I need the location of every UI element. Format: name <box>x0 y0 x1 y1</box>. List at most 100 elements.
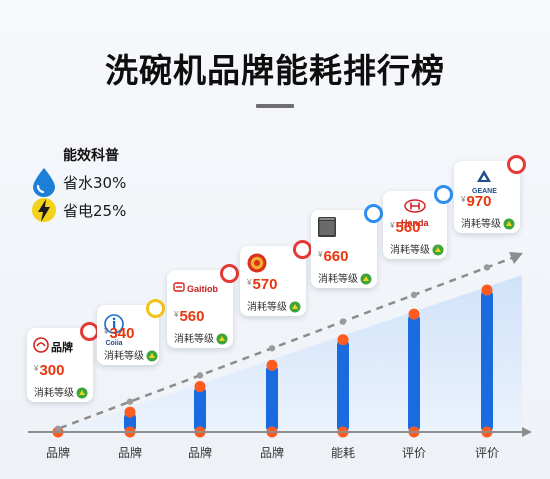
rating-label: 消耗等级 <box>461 215 515 233</box>
trend-point-2 <box>126 398 134 405</box>
rating-label: 消耗等级 <box>34 384 88 402</box>
price-label: ¥660 <box>318 248 348 266</box>
trend-point-5 <box>339 318 347 325</box>
bar-body-5 <box>337 339 349 432</box>
trend-point-6 <box>410 291 418 299</box>
triangle-logo-icon <box>476 169 492 188</box>
energy-rating-icon <box>76 387 88 402</box>
price-label: ¥570 <box>247 276 277 294</box>
currency-symbol: ¥ <box>104 327 109 336</box>
x-tick-label-6: 评价 <box>402 446 426 460</box>
bar-4 <box>266 359 278 438</box>
energy-rating-icon <box>360 273 372 288</box>
brand-name: Gaitiob <box>187 284 218 294</box>
energy-rating-icon <box>503 218 515 233</box>
brand-card-1: 品牌 ¥300 消耗等级 <box>27 322 99 402</box>
brand-logo: Handa <box>401 199 429 228</box>
brand-card-5: ¥660 消耗等级 <box>311 204 383 288</box>
title-underline <box>256 104 294 108</box>
car-logo-icon <box>173 280 185 298</box>
brand-name: Handa <box>401 218 429 228</box>
brand-card-2: Coiia ¥340 消耗等级 <box>97 299 165 365</box>
bar-top-cap-6 <box>408 308 420 320</box>
bar-body-3 <box>194 386 206 432</box>
x-tick-label-1: 品牌 <box>46 446 70 460</box>
currency-symbol: ¥ <box>390 221 395 230</box>
status-badge <box>507 155 526 174</box>
brand-logo <box>317 216 337 243</box>
brand-logo: 品牌 <box>33 336 73 358</box>
legend-label-water: 省水30% <box>63 174 127 192</box>
rating-label: 消耗等级 <box>247 298 301 316</box>
status-badge <box>364 204 383 223</box>
legend: 能效科普 省水30% 省电25% <box>30 145 180 225</box>
brand-logo: GEANE <box>472 169 497 195</box>
x-tick-label-7: 评价 <box>475 446 499 460</box>
currency-symbol: ¥ <box>34 364 39 373</box>
brand-logo: Gaitiob <box>173 278 218 300</box>
currency-symbol: ¥ <box>174 310 179 319</box>
bar-body-2 <box>124 412 136 432</box>
x-tick-label-2: 品牌 <box>118 446 142 460</box>
status-badge <box>293 240 312 259</box>
brand-name: GEANE <box>472 188 497 195</box>
trend-point-3 <box>196 372 204 379</box>
chart-title: 洗碗机品牌能耗排行榜 <box>105 51 445 90</box>
brand-card-7: GEANE ¥970 消耗等级 <box>454 155 526 233</box>
brand-logo: Coiia <box>103 313 125 347</box>
legend-item-electric: 省电25% <box>30 195 180 225</box>
brand-logo <box>246 252 268 279</box>
bar-body-4 <box>266 365 278 432</box>
currency-symbol: ¥ <box>247 278 252 287</box>
status-badge <box>434 185 453 204</box>
legend-label-electric: 省电25% <box>63 202 127 220</box>
energy-rating-icon <box>432 244 444 259</box>
energy-rating-icon <box>146 350 158 365</box>
price-value: 560 <box>179 308 205 325</box>
trend-point-7 <box>483 264 491 271</box>
price-label: ¥970 <box>461 193 491 211</box>
h-logo-icon <box>404 199 426 218</box>
bar-top-cap-5 <box>337 334 349 346</box>
circle-i-logo-icon <box>103 313 125 340</box>
legend-item-water: 省水30% <box>30 167 180 197</box>
status-badge <box>220 264 239 283</box>
rating-label: 消耗等级 <box>104 347 158 365</box>
trend-area <box>58 275 522 432</box>
currency-symbol: ¥ <box>461 195 466 204</box>
bar-top-cap-2 <box>124 406 136 418</box>
energy-rating-icon <box>216 333 228 348</box>
x-tick-label-5: 能耗 <box>331 446 355 460</box>
x-tick-label-3: 品牌 <box>188 446 212 460</box>
brand-card-6: Handa ¥560 消耗等级 <box>383 185 453 259</box>
bar-body-7 <box>481 290 493 432</box>
rating-label: 消耗等级 <box>174 330 228 348</box>
rating-text: 消耗等级 <box>390 245 430 256</box>
trend-point-4 <box>268 345 276 352</box>
price-label: ¥560 <box>174 308 204 326</box>
seal-logo-icon <box>246 252 268 279</box>
water-drop-icon <box>33 168 55 197</box>
bar-body-6 <box>408 314 420 432</box>
bar-top-cap-4 <box>266 359 278 371</box>
rating-text: 消耗等级 <box>247 302 287 313</box>
brand-logo-icon <box>33 336 49 358</box>
bar-3 <box>194 381 206 438</box>
price-value: 300 <box>39 362 65 379</box>
rating-text: 消耗等级 <box>34 388 74 399</box>
rating-label: 消耗等级 <box>318 270 372 288</box>
price-label: ¥560 <box>390 219 420 237</box>
trend-point-1 <box>54 425 62 432</box>
legend-title: 能效科普 <box>63 148 119 164</box>
rating-label: 消耗等级 <box>390 241 444 259</box>
dishwasher-icon <box>317 216 337 243</box>
brand-name: 品牌 <box>51 342 73 354</box>
price-value: 970 <box>466 193 492 210</box>
bar-5 <box>337 334 349 438</box>
brand-card-4: ¥570 消耗等级 <box>240 240 312 316</box>
lightning-icon <box>32 198 56 222</box>
trend-dashed-line <box>59 256 513 430</box>
price-value: 660 <box>323 248 349 265</box>
energy-rating-icon <box>289 301 301 316</box>
